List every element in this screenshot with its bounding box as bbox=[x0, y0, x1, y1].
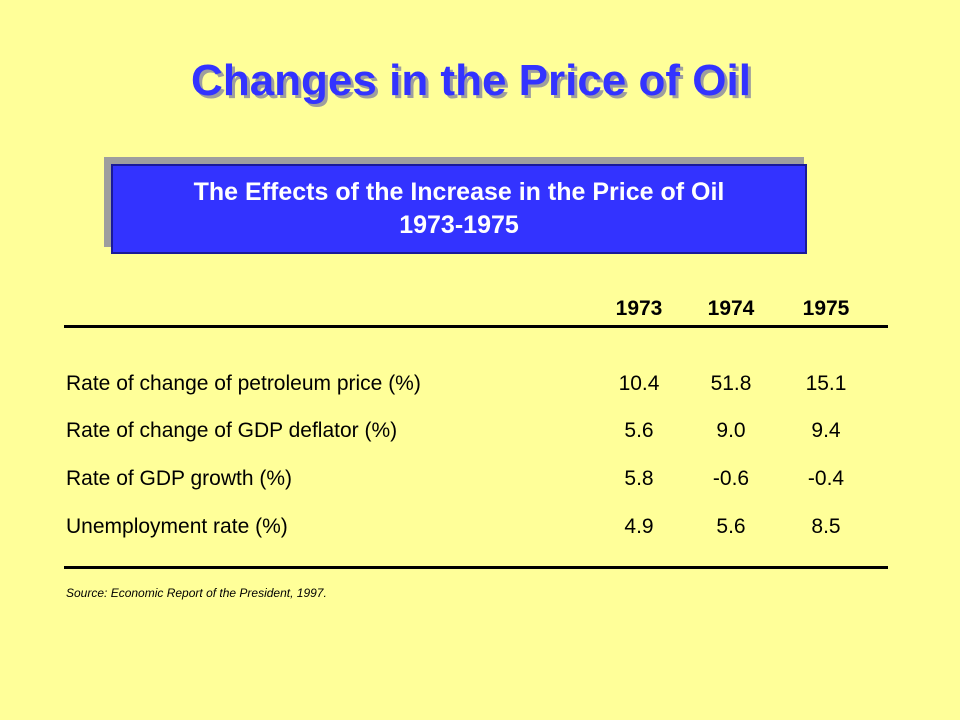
cell-petroleum-1973: 10.4 bbox=[618, 372, 660, 395]
cell-deflator-1975: 9.4 bbox=[811, 419, 841, 442]
row-label-petroleum-price: Rate of change of petroleum price (%) bbox=[66, 372, 421, 395]
table-header-year-1975: 1975 bbox=[802, 297, 850, 320]
slide-title: Changes in the Price of Oil bbox=[191, 56, 751, 105]
cell-petroleum-1975: 15.1 bbox=[805, 372, 847, 395]
row-label-gdp-deflator: Rate of change of GDP deflator (%) bbox=[66, 419, 398, 442]
subtitle-line-1: The Effects of the Increase in the Price… bbox=[193, 178, 725, 206]
subtitle-line-2: 1973-1975 bbox=[399, 211, 519, 239]
source-note: Source: Economic Report of the President… bbox=[66, 586, 327, 600]
row-label-gdp-growth: Rate of GDP growth (%) bbox=[66, 467, 293, 490]
cell-growth-1974: -0.6 bbox=[712, 467, 750, 490]
table-top-rule bbox=[64, 325, 888, 328]
subtitle-box: The Effects of the Increase in the Price… bbox=[111, 164, 807, 254]
table-header-year-1973: 1973 bbox=[615, 297, 663, 320]
table-header-year-1974: 1974 bbox=[707, 297, 755, 320]
cell-deflator-1973: 5.6 bbox=[624, 419, 654, 442]
table-bottom-rule bbox=[64, 566, 888, 569]
cell-unemployment-1974: 5.6 bbox=[716, 515, 746, 538]
cell-growth-1973: 5.8 bbox=[624, 467, 654, 490]
cell-unemployment-1973: 4.9 bbox=[624, 515, 654, 538]
cell-unemployment-1975: 8.5 bbox=[811, 515, 841, 538]
cell-growth-1975: -0.4 bbox=[807, 467, 845, 490]
cell-deflator-1974: 9.0 bbox=[716, 419, 746, 442]
row-label-unemployment: Unemployment rate (%) bbox=[66, 515, 288, 538]
cell-petroleum-1974: 51.8 bbox=[710, 372, 752, 395]
